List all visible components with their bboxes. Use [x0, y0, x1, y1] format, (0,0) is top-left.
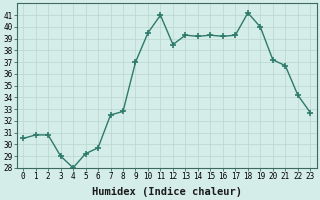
- X-axis label: Humidex (Indice chaleur): Humidex (Indice chaleur): [92, 186, 242, 197]
